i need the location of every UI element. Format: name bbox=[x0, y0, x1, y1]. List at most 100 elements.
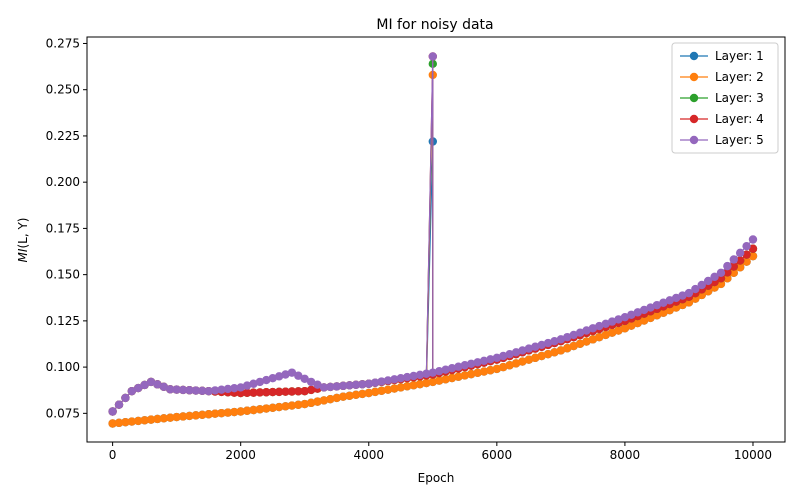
data-point bbox=[415, 370, 425, 380]
data-point bbox=[646, 313, 655, 323]
data-point bbox=[294, 387, 303, 396]
data-point bbox=[556, 335, 566, 344]
data-point bbox=[255, 405, 265, 414]
data-point bbox=[338, 381, 348, 391]
data-point bbox=[556, 346, 566, 355]
data-point bbox=[447, 364, 457, 373]
data-point bbox=[627, 310, 636, 319]
data-point bbox=[620, 324, 630, 333]
data-point bbox=[409, 371, 418, 381]
data-point bbox=[627, 321, 636, 330]
data-point bbox=[146, 377, 156, 387]
data-point bbox=[499, 362, 508, 372]
data-point bbox=[230, 407, 239, 417]
data-point bbox=[185, 411, 194, 421]
data-point bbox=[294, 371, 303, 380]
data-point bbox=[620, 312, 630, 322]
data-point bbox=[531, 342, 540, 351]
data-point bbox=[262, 375, 271, 385]
data-point bbox=[723, 261, 732, 271]
data-point bbox=[396, 374, 405, 383]
data-point bbox=[582, 326, 591, 335]
data-point bbox=[659, 298, 668, 307]
data-point bbox=[306, 398, 316, 408]
data-point bbox=[300, 374, 309, 384]
data-point bbox=[249, 379, 258, 388]
data-point bbox=[268, 403, 277, 412]
data-point bbox=[249, 405, 258, 415]
data-point bbox=[531, 353, 540, 363]
data-point bbox=[652, 311, 662, 320]
legend-label: Layer: 3 bbox=[715, 91, 764, 105]
data-point bbox=[735, 263, 745, 272]
data-point bbox=[319, 383, 329, 392]
y-tick-label: 0.200 bbox=[46, 175, 80, 189]
data-point bbox=[345, 381, 354, 390]
data-point bbox=[364, 388, 373, 398]
data-point bbox=[166, 385, 175, 394]
data-point bbox=[268, 387, 277, 397]
data-point bbox=[287, 401, 297, 410]
data-point bbox=[492, 353, 502, 363]
data-point bbox=[575, 328, 585, 337]
data-point bbox=[486, 366, 495, 375]
data-point bbox=[671, 293, 681, 303]
data-point bbox=[223, 408, 233, 417]
data-point bbox=[678, 300, 687, 310]
data-point bbox=[326, 394, 335, 404]
data-point bbox=[178, 412, 188, 421]
data-point bbox=[313, 397, 322, 406]
data-point bbox=[505, 361, 514, 370]
legend-marker bbox=[689, 93, 699, 103]
data-point bbox=[607, 328, 617, 337]
data-point bbox=[428, 368, 437, 377]
data-point bbox=[236, 407, 245, 416]
data-point bbox=[716, 268, 726, 277]
data-point bbox=[230, 383, 239, 393]
data-point bbox=[447, 373, 457, 383]
data-point bbox=[178, 385, 188, 395]
legend-box bbox=[671, 42, 779, 154]
data-point bbox=[678, 291, 687, 300]
data-point bbox=[370, 378, 380, 387]
legend-label: Layer: 5 bbox=[715, 133, 764, 147]
data-point bbox=[479, 356, 489, 366]
data-point bbox=[300, 399, 309, 409]
data-point bbox=[191, 411, 201, 420]
legend-marker bbox=[689, 72, 699, 82]
x-tick-label: 8000 bbox=[610, 448, 641, 462]
data-point bbox=[198, 386, 207, 396]
data-point bbox=[159, 382, 169, 392]
data-point bbox=[748, 251, 758, 261]
data-point bbox=[563, 344, 572, 353]
y-tick-label: 0.125 bbox=[46, 314, 80, 328]
series-2 bbox=[108, 70, 758, 428]
data-point bbox=[473, 358, 482, 367]
x-axis-label: Epoch bbox=[418, 471, 455, 485]
data-point bbox=[582, 337, 591, 346]
data-point bbox=[217, 408, 226, 418]
data-point bbox=[242, 381, 252, 390]
data-point bbox=[550, 337, 559, 346]
y-tick-label: 0.225 bbox=[46, 129, 80, 143]
data-point bbox=[332, 382, 341, 391]
data-point bbox=[665, 305, 674, 315]
data-point bbox=[742, 250, 751, 259]
data-point bbox=[486, 355, 495, 364]
data-point bbox=[659, 308, 668, 317]
data-point bbox=[639, 305, 649, 315]
data-point bbox=[601, 319, 610, 329]
data-point bbox=[563, 332, 572, 342]
x-tick-label: 6000 bbox=[482, 448, 513, 462]
data-point bbox=[575, 339, 585, 348]
data-point bbox=[294, 400, 303, 410]
y-tick-label: 0.100 bbox=[46, 360, 80, 374]
legend-label: Layer: 1 bbox=[715, 49, 764, 63]
data-point bbox=[358, 380, 367, 389]
data-point bbox=[114, 400, 124, 409]
legend: Layer: 1 Layer: 2 Layer: 3 Layer: 4 Layer: 5 bbox=[671, 42, 779, 154]
chart-title: MI for noisy data bbox=[376, 17, 493, 33]
data-point bbox=[383, 385, 393, 394]
